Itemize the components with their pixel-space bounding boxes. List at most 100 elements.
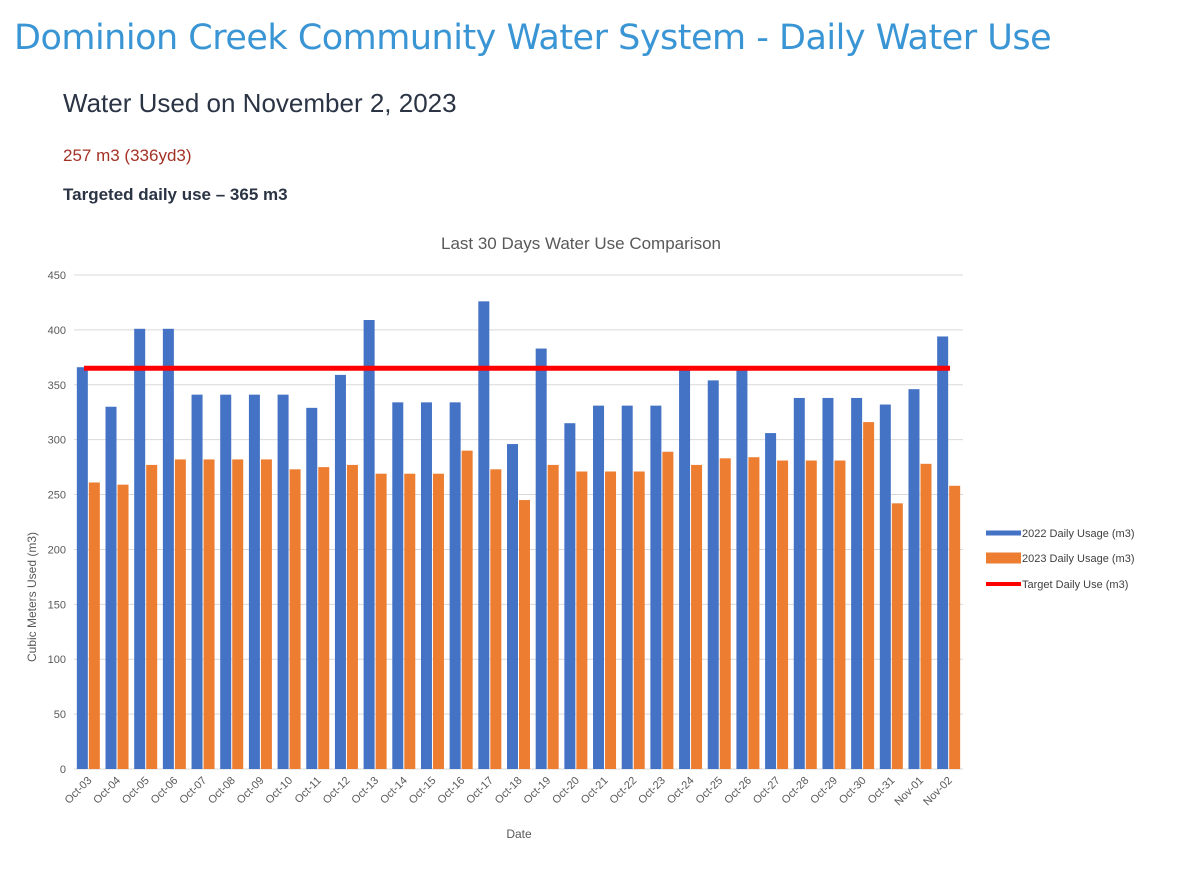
- x-tick-label: Oct-12: [321, 775, 353, 807]
- y-tick-label: 200: [48, 544, 66, 556]
- bar-2023-Oct-24: [691, 464, 703, 769]
- x-tick-label: Oct-26: [722, 775, 754, 807]
- bar-2023-Oct-08: [232, 459, 244, 769]
- bar-2022-Oct-04: [105, 406, 117, 769]
- water-use-chart: Last 30 Days Water Use Comparison 0 50 100…: [25, 234, 1135, 841]
- x-tick-label: Oct-17: [464, 775, 496, 807]
- bar-2023-Oct-31: [891, 503, 903, 769]
- bar-2022-Oct-10: [277, 394, 289, 769]
- x-tick-label: Oct-22: [608, 775, 640, 807]
- x-tick-label: Oct-14: [378, 775, 410, 807]
- bar-2022-Oct-29: [822, 397, 834, 769]
- bar-2022-Oct-06: [162, 328, 174, 769]
- bar-2023-Oct-22: [633, 471, 645, 769]
- bar-2022-Oct-21: [593, 405, 605, 769]
- x-tick-label: Oct-06: [149, 775, 181, 807]
- y-tick-label: 50: [54, 709, 66, 721]
- bar-2022-Oct-24: [679, 367, 691, 769]
- y-axis-ticks: 0 50 100 150 200 250 300 350 400 450: [48, 270, 66, 776]
- bar-2023-Oct-03: [88, 482, 100, 769]
- legend-label-0: 2022 Daily Usage (m3): [1022, 528, 1135, 540]
- bar-2023-Oct-14: [404, 473, 416, 769]
- bar-2022-Oct-07: [191, 394, 203, 769]
- x-tick-label: Oct-09: [235, 775, 267, 807]
- x-tick-label: Oct-07: [177, 775, 209, 807]
- bar-2023-Oct-04: [117, 484, 129, 769]
- y-tick-label: 450: [48, 270, 66, 282]
- bar-2023-Nov-02: [949, 485, 961, 769]
- page-title: Dominion Creek Community Water System - …: [14, 18, 1052, 58]
- x-tick-label: Oct-28: [780, 775, 812, 807]
- bar-2022-Oct-30: [851, 397, 863, 769]
- x-tick-label: Oct-24: [665, 775, 697, 807]
- x-tick-label: Nov-02: [921, 775, 955, 809]
- bar-2022-Oct-16: [449, 402, 461, 769]
- x-axis-ticks: Oct-03Oct-04Oct-05Oct-06Oct-07Oct-08Oct-…: [63, 775, 955, 809]
- x-tick-label: Oct-13: [349, 775, 381, 807]
- x-tick-label: Oct-11: [293, 775, 324, 806]
- y-tick-label: 250: [48, 490, 66, 502]
- bar-2023-Oct-28: [805, 460, 817, 769]
- x-tick-label: Oct-08: [206, 775, 238, 807]
- bar-2023-Oct-20: [576, 471, 588, 769]
- chart-bars: [76, 301, 961, 769]
- x-tick-label: Nov-01: [893, 775, 927, 809]
- bar-2023-Oct-10: [289, 469, 301, 769]
- bar-2022-Oct-13: [363, 320, 375, 769]
- bar-2022-Oct-25: [707, 380, 719, 769]
- bar-2022-Oct-08: [220, 394, 232, 769]
- x-tick-label: Oct-03: [63, 775, 95, 807]
- bar-2022-Oct-17: [478, 301, 490, 769]
- bar-2022-Nov-01: [908, 389, 920, 769]
- x-tick-label: Oct-04: [91, 775, 123, 807]
- bar-2022-Oct-31: [879, 404, 891, 769]
- bar-2022-Oct-22: [621, 405, 633, 769]
- x-tick-label: Oct-31: [866, 775, 898, 807]
- x-tick-label: Oct-27: [751, 775, 783, 807]
- bar-2022-Oct-19: [535, 348, 547, 769]
- chart-title: Last 30 Days Water Use Comparison: [441, 234, 721, 253]
- bar-2023-Oct-19: [547, 464, 559, 769]
- bar-2023-Oct-25: [719, 458, 731, 769]
- x-tick-label: Oct-21: [579, 775, 611, 807]
- y-tick-label: 0: [60, 764, 66, 776]
- x-tick-label: Oct-25: [694, 775, 726, 807]
- x-tick-label: Oct-20: [550, 775, 582, 807]
- bar-2023-Oct-21: [605, 471, 617, 769]
- bar-2022-Oct-03: [76, 367, 88, 769]
- bar-2023-Oct-29: [834, 460, 846, 769]
- bar-2023-Oct-18: [519, 500, 530, 769]
- bar-2022-Oct-28: [793, 397, 805, 769]
- y-tick-label: 150: [48, 599, 66, 611]
- bar-2023-Oct-30: [863, 422, 875, 769]
- bar-2023-Oct-05: [146, 464, 158, 769]
- bar-2022-Oct-15: [420, 402, 432, 769]
- bar-2022-Oct-11: [306, 407, 318, 769]
- bar-2023-Oct-13: [375, 473, 387, 769]
- bar-2022-Oct-26: [736, 368, 748, 769]
- x-tick-label: Oct-19: [521, 775, 553, 807]
- bar-2023-Oct-23: [662, 451, 674, 769]
- legend-label-1: 2023 Daily Usage (m3): [1022, 553, 1135, 565]
- bar-2022-Oct-12: [334, 374, 346, 769]
- target-daily-use-text: Targeted daily use – 365 m3: [63, 185, 288, 204]
- bar-2023-Oct-06: [174, 459, 186, 769]
- bar-2023-Oct-26: [748, 457, 760, 769]
- water-used-value: 257 m3 (336yd3): [63, 146, 192, 165]
- bar-2023-Oct-12: [346, 464, 358, 769]
- bar-2023-Oct-07: [203, 459, 215, 769]
- bar-2022-Oct-20: [564, 423, 576, 769]
- x-tick-label: Oct-16: [435, 775, 467, 807]
- legend-swatch-2: [986, 582, 1021, 586]
- bar-2023-Nov-01: [920, 463, 932, 769]
- bar-2023-Oct-16: [461, 450, 473, 769]
- bar-2023-Oct-17: [490, 469, 502, 769]
- bar-2023-Oct-15: [432, 473, 444, 769]
- x-axis-label: Date: [506, 827, 532, 841]
- bar-2022-Oct-27: [765, 433, 777, 769]
- chart-legend: 2022 Daily Usage (m3) 2023 Daily Usage (m…: [986, 528, 1135, 591]
- legend-label-2: Target Daily Use (m3): [1022, 579, 1128, 591]
- legend-swatch-1: [986, 552, 1021, 564]
- y-tick-label: 300: [48, 435, 66, 447]
- y-tick-label: 100: [48, 654, 66, 666]
